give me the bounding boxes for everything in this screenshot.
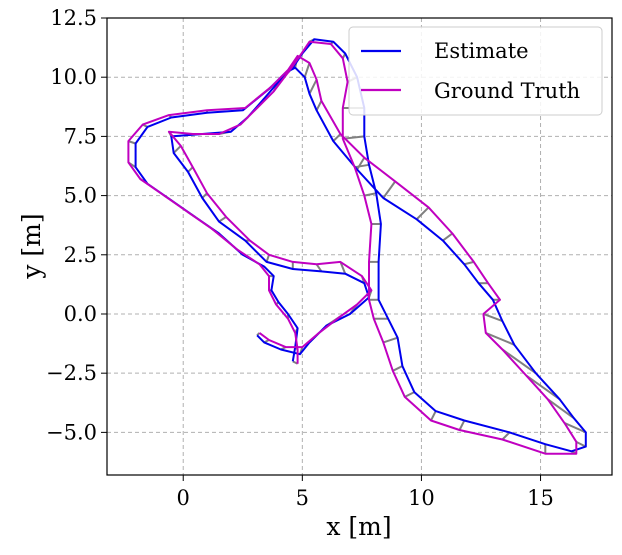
- error-segment: [356, 157, 366, 171]
- error-segment: [392, 365, 403, 372]
- error-segment: [563, 421, 587, 434]
- error-segment: [364, 192, 377, 197]
- error-segment: [128, 140, 136, 145]
- error-segment: [382, 180, 397, 199]
- plot-frame: [106, 17, 613, 476]
- legend-ground-truth-label: Ground Truth: [434, 79, 580, 103]
- error-segment: [332, 133, 342, 142]
- y-tick-label: 2.5: [64, 243, 97, 267]
- y-tick-label: 5.0: [64, 184, 97, 208]
- error-segment: [501, 431, 511, 441]
- y-axis-label: y [m]: [17, 213, 46, 279]
- y-tick-label: −2.5: [46, 361, 97, 385]
- error-segment: [404, 391, 415, 398]
- error-segment: [442, 232, 453, 242]
- series-ground-truth-line: [127, 40, 578, 455]
- error-segment: [256, 332, 261, 337]
- y-tick-label: 0.0: [64, 302, 97, 326]
- error-segment: [354, 163, 370, 169]
- series-estimate-line: [134, 38, 587, 453]
- series-lines: [127, 38, 587, 455]
- error-segment: [218, 216, 227, 223]
- error-segment: [575, 440, 587, 448]
- error-segment: [201, 192, 208, 199]
- legend-box: [348, 26, 603, 116]
- error-segment: [458, 420, 466, 431]
- error-segment: [315, 263, 323, 272]
- error-segment: [383, 336, 398, 344]
- legend-estimate-label: Estimate: [434, 39, 529, 63]
- error-segment: [501, 348, 537, 374]
- error-segment: [187, 166, 194, 173]
- error-segment: [525, 374, 561, 401]
- error-segment: [342, 135, 365, 140]
- axis-ticks: 0 5 10 15 −5.0 −2.5 0.0 2.5 5.0 7.5 10.0 12.5: [46, 6, 554, 510]
- error-segment: [315, 100, 323, 111]
- x-tick-label: 0: [177, 486, 190, 510]
- y-tick-label: 7.5: [64, 124, 97, 148]
- x-tick-label: 5: [296, 486, 309, 510]
- error-segment: [172, 145, 182, 154]
- error-segment: [430, 410, 437, 421]
- error-segment: [339, 261, 347, 275]
- error-segment: [308, 79, 318, 95]
- error-segment: [265, 254, 270, 263]
- error-segment: [483, 313, 503, 323]
- error-segment: [547, 398, 575, 419]
- error-segment: [464, 260, 475, 266]
- legend: Estimate Ground Truth: [348, 26, 603, 116]
- x-tick-label: 15: [527, 486, 554, 510]
- error-segment: [415, 206, 430, 220]
- y-tick-label: −5.0: [46, 420, 97, 444]
- error-segment: [303, 62, 311, 78]
- y-tick-label: 12.5: [50, 6, 97, 30]
- x-tick-label: 10: [408, 486, 435, 510]
- x-axis-label: x [m]: [326, 512, 391, 541]
- y-tick-label: 10.0: [50, 65, 97, 89]
- error-segment: [485, 332, 515, 346]
